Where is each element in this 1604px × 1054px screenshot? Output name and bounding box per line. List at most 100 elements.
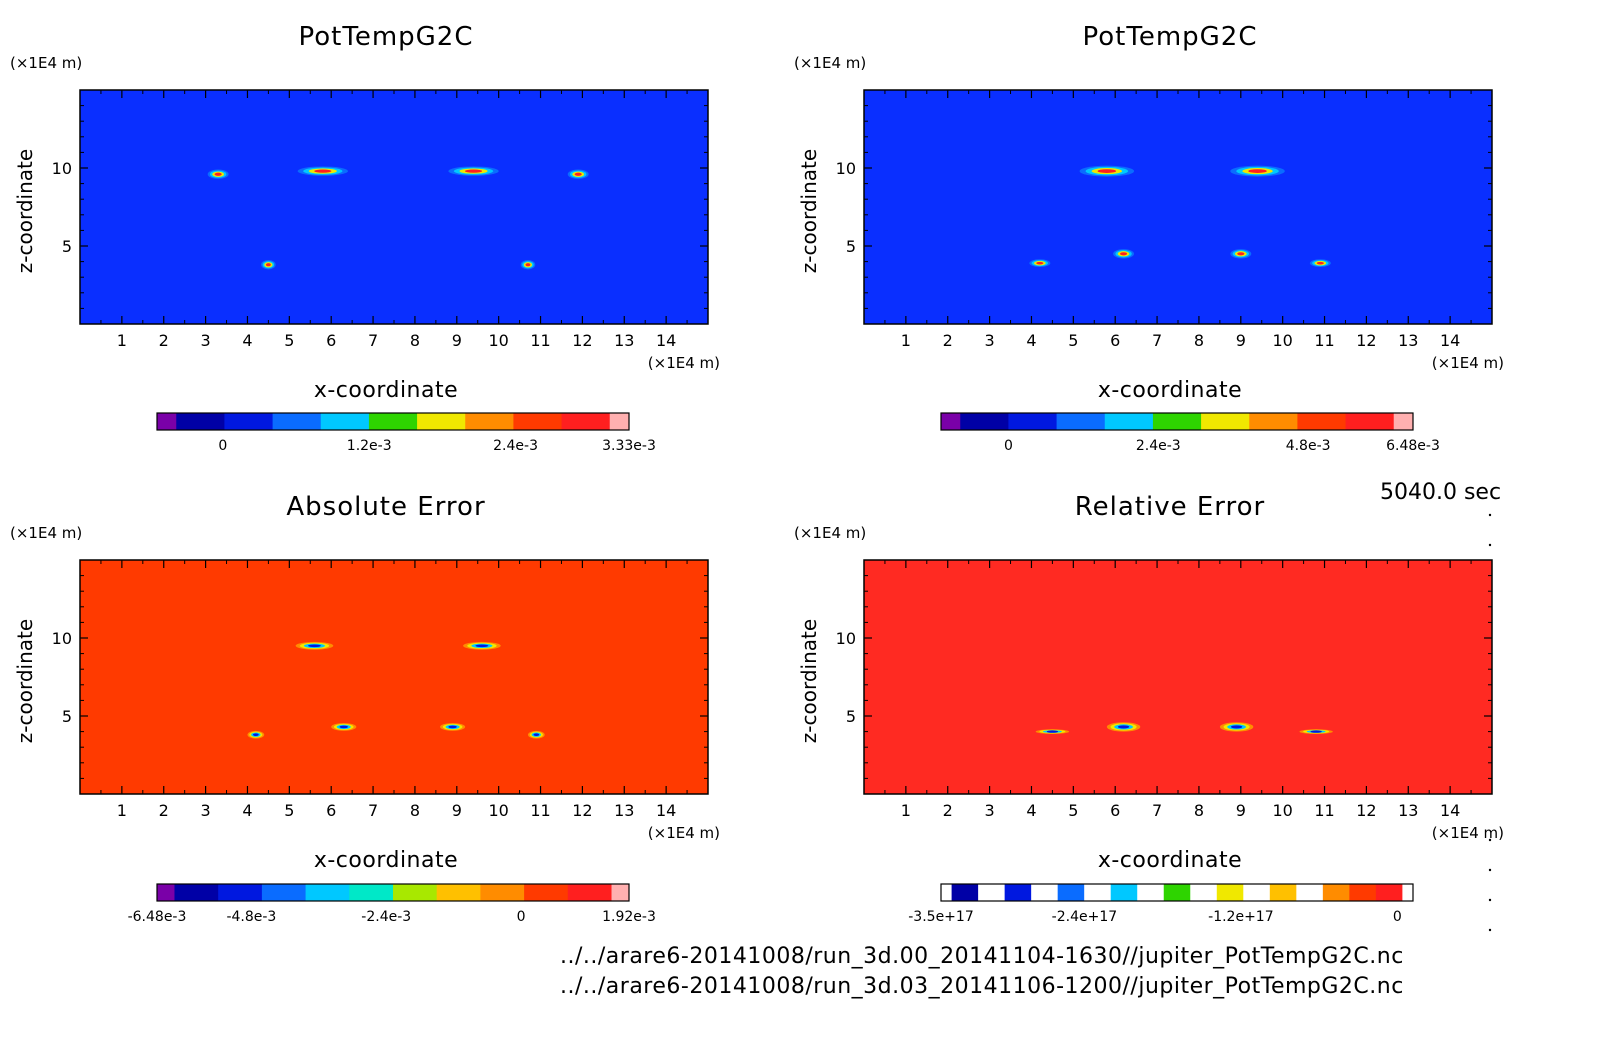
colorbar: -6.48e-3 -4.8e-3 -2.4e-3 0 1.92e-3 xyxy=(128,883,656,925)
x-tick-label: 1 xyxy=(901,331,911,350)
heatmap-feature xyxy=(297,166,348,176)
x-tick-label: 2 xyxy=(159,331,169,350)
y-unit-label: (×1E4 m) xyxy=(10,54,82,72)
heatmap-feature xyxy=(1035,729,1070,734)
heatmap-field xyxy=(864,90,1492,324)
heatmap-feature xyxy=(1106,722,1141,732)
x-tick-label: 1 xyxy=(901,801,911,820)
colorbar-swatch xyxy=(349,884,394,901)
chart-title: Relative Error xyxy=(1075,492,1266,522)
x-tick-label: 2 xyxy=(943,801,953,820)
colorbar-swatch xyxy=(480,884,525,901)
colorbar-swatch xyxy=(1110,884,1138,901)
heatmap-feature xyxy=(1029,259,1051,268)
colorbar-label: 1.92e-3 xyxy=(602,909,656,925)
x-tick-label: 4 xyxy=(242,331,252,350)
colorbar-swatch xyxy=(561,413,611,430)
colorbar-swatch xyxy=(174,884,219,901)
x-tick-label: 13 xyxy=(1398,331,1418,350)
x-tick-label: 1 xyxy=(117,331,127,350)
colorbar-swatch xyxy=(1269,884,1297,901)
x-tick-label: 5 xyxy=(1068,331,1078,350)
x-tick-label: 14 xyxy=(656,331,676,350)
panel-1: PotTempG2C(×1E4 m)1 2 3 4 5 6 7 8 9 10 11 12 13 14510… xyxy=(10,22,720,454)
dot-marker xyxy=(1488,898,1492,902)
heatmap-feature xyxy=(1309,259,1331,268)
x-tick-label: 9 xyxy=(452,331,462,350)
x-unit-label: (×1E4 m) xyxy=(1432,824,1504,842)
heatmap-feature xyxy=(247,730,265,739)
colorbar-label: -2.4e-3 xyxy=(361,909,411,925)
colorbar-swatch xyxy=(1322,884,1350,901)
colorbar-swatch xyxy=(1243,884,1271,901)
y-unit-label: (×1E4 m) xyxy=(794,524,866,542)
colorbar-swatch xyxy=(1163,884,1191,901)
dot-marker xyxy=(1488,513,1492,517)
x-tick-label: 10 xyxy=(488,801,508,820)
colorbar-swatch xyxy=(1152,413,1202,430)
colorbar-swatch xyxy=(1031,884,1059,901)
heatmap-feature xyxy=(295,641,334,650)
x-tick-label: 6 xyxy=(1110,331,1120,350)
heatmap-feature xyxy=(463,641,501,650)
colorbar-label: -4.8e-3 xyxy=(226,909,276,925)
x-unit-label: (×1E4 m) xyxy=(648,354,720,372)
colorbar-swatch xyxy=(941,884,953,901)
x-tick-label: 5 xyxy=(1068,801,1078,820)
colorbar-swatch xyxy=(1137,884,1165,901)
x-tick-label: 12 xyxy=(572,801,592,820)
y-axis-label: z-coordinate xyxy=(797,619,821,743)
colorbar-swatch xyxy=(1349,884,1377,901)
colorbar-label: 0 xyxy=(218,438,227,454)
x-tick-label: 11 xyxy=(1314,331,1334,350)
x-tick-label: 13 xyxy=(614,801,634,820)
x-tick-label: 5 xyxy=(284,331,294,350)
colorbar-swatch xyxy=(1084,884,1112,901)
colorbar-label: 6.48e-3 xyxy=(1386,438,1440,454)
panel-3: Absolute Error(×1E4 m)1 2 3 4 5 6 7 8 9 10 11 12 13 1… xyxy=(10,492,720,925)
x-axis-label: x-coordinate xyxy=(1098,378,1242,403)
colorbar-label: 2.4e-3 xyxy=(1136,438,1181,454)
colorbar-swatch xyxy=(157,413,177,430)
x-unit-label: (×1E4 m) xyxy=(1432,354,1504,372)
x-tick-label: 1 xyxy=(117,801,127,820)
colorbar-swatch xyxy=(272,413,322,430)
x-tick-label: 5 xyxy=(284,801,294,820)
colorbar-swatch xyxy=(1393,413,1414,430)
x-tick-label: 2 xyxy=(943,331,953,350)
x-tick-label: 14 xyxy=(656,801,676,820)
heatmap-feature xyxy=(207,169,229,179)
x-tick-label: 9 xyxy=(452,801,462,820)
y-tick-label: 5 xyxy=(846,237,856,256)
y-tick-label: 5 xyxy=(62,707,72,726)
x-tick-label: 11 xyxy=(530,801,550,820)
x-axis-label: x-coordinate xyxy=(314,378,458,403)
x-tick-label: 3 xyxy=(985,801,995,820)
colorbar-swatch xyxy=(417,413,466,430)
colorbar-swatch xyxy=(157,884,175,901)
y-tick-label: 10 xyxy=(836,159,856,178)
chart-title: PotTempG2C xyxy=(1083,22,1258,52)
colorbar-label: -6.48e-3 xyxy=(128,909,187,925)
heatmap-feature xyxy=(520,260,536,270)
colorbar-swatch xyxy=(1201,413,1250,430)
y-axis-label: z-coordinate xyxy=(13,149,37,273)
heatmap-feature xyxy=(1219,722,1254,732)
x-tick-label: 12 xyxy=(572,331,592,350)
heatmap-feature xyxy=(527,730,545,739)
colorbar-label: 3.33e-3 xyxy=(602,438,656,454)
colorbar-swatch xyxy=(1216,884,1244,901)
x-tick-label: 7 xyxy=(368,331,378,350)
colorbar-label: 0 xyxy=(1393,909,1402,925)
colorbar: 0 1.2e-3 2.4e-3 3.33e-3 xyxy=(156,412,656,454)
x-tick-label: 10 xyxy=(1272,331,1292,350)
colorbar-swatch xyxy=(224,413,274,430)
x-tick-label: 9 xyxy=(1236,801,1246,820)
colorbar-swatch xyxy=(978,884,1006,901)
heatmap-field xyxy=(80,90,708,324)
x-tick-label: 10 xyxy=(1272,801,1292,820)
y-tick-label: 10 xyxy=(836,629,856,648)
colorbar-swatch xyxy=(941,413,961,430)
colorbar-swatch xyxy=(436,884,481,901)
colorbar-swatch xyxy=(320,413,370,430)
